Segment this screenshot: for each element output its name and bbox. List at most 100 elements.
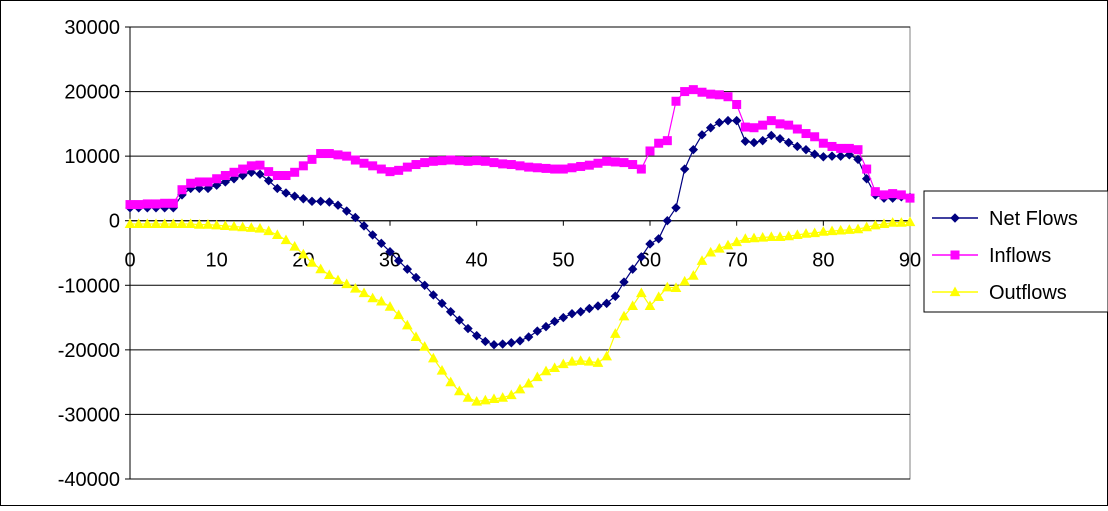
- data-point-inflows: [749, 123, 759, 133]
- data-point-inflows: [498, 159, 508, 169]
- legend-item-net-flows: Net Flows: [932, 208, 1078, 230]
- x-tick-label: 40: [466, 250, 488, 272]
- data-point-inflows: [524, 162, 534, 172]
- data-point-outflows: [237, 221, 249, 232]
- x-tick-label: 50: [552, 250, 574, 272]
- data-point-inflows: [619, 158, 629, 168]
- data-point-inflows: [662, 136, 672, 146]
- data-point-outflows: [358, 287, 370, 298]
- legend-label: Net Flows: [989, 208, 1078, 230]
- data-point-inflows: [212, 174, 222, 184]
- data-point-net-flows: [463, 323, 473, 334]
- data-point-net-flows: [419, 280, 430, 290]
- data-point-inflows: [801, 129, 811, 139]
- data-point-inflows: [428, 156, 438, 166]
- y-tick-label: 20000: [64, 82, 120, 104]
- data-point-net-flows: [437, 298, 447, 309]
- data-point-inflows: [810, 132, 820, 142]
- data-point-outflows: [627, 300, 639, 311]
- data-point-inflows: [879, 190, 889, 200]
- data-point-inflows: [307, 154, 317, 164]
- data-point-inflows: [480, 156, 490, 166]
- data-point-net-flows: [697, 130, 707, 140]
- data-point-inflows: [489, 158, 499, 168]
- data-point-outflows: [219, 220, 231, 230]
- data-point-inflows: [342, 151, 352, 161]
- data-point-outflows: [557, 358, 569, 369]
- data-point-inflows: [281, 171, 291, 181]
- data-point-inflows: [550, 164, 560, 174]
- data-point-outflows: [410, 331, 422, 342]
- data-point-net-flows: [567, 308, 577, 319]
- data-point-outflows: [427, 352, 439, 363]
- data-point-inflows: [836, 143, 846, 153]
- data-point-outflows: [679, 275, 691, 286]
- data-point-outflows: [765, 231, 777, 241]
- data-point-net-flows: [671, 203, 681, 213]
- data-point-inflows: [177, 185, 187, 195]
- data-point-outflows: [228, 220, 240, 231]
- data-point-net-flows: [584, 303, 595, 314]
- data-point-net-flows: [324, 197, 335, 207]
- data-point-inflows: [862, 164, 872, 174]
- data-point-outflows: [861, 221, 873, 232]
- data-point-outflows: [748, 232, 760, 243]
- data-point-net-flows: [549, 316, 560, 327]
- data-point-inflows: [160, 198, 170, 208]
- data-point-inflows: [333, 150, 343, 160]
- data-point-outflows: [774, 231, 786, 241]
- data-point-outflows: [835, 224, 847, 235]
- data-point-net-flows: [645, 239, 655, 249]
- data-point-outflows: [514, 383, 526, 394]
- data-point-outflows: [661, 281, 673, 292]
- data-point-outflows: [254, 222, 266, 233]
- data-point-outflows: [843, 224, 855, 234]
- series-layer: [124, 85, 916, 406]
- data-point-inflows: [272, 171, 282, 181]
- data-point-net-flows: [454, 315, 465, 325]
- data-point-outflows: [757, 231, 769, 242]
- data-point-net-flows: [593, 301, 603, 311]
- data-point-net-flows: [445, 307, 456, 317]
- data-point-outflows: [471, 395, 483, 406]
- data-point-net-flows: [298, 194, 309, 204]
- data-point-inflows: [680, 87, 690, 97]
- legend: Net Flows Inflows Outflows: [923, 190, 1108, 313]
- data-point-outflows: [453, 385, 465, 396]
- data-point-inflows: [255, 160, 265, 170]
- data-point-outflows: [479, 394, 491, 405]
- data-point-net-flows: [541, 321, 551, 332]
- data-point-outflows: [367, 292, 379, 303]
- data-point-net-flows: [714, 117, 725, 128]
- data-point-net-flows: [601, 298, 612, 309]
- data-point-net-flows: [333, 200, 343, 210]
- data-point-net-flows: [315, 196, 326, 207]
- data-point-inflows: [584, 160, 594, 170]
- data-point-net-flows: [376, 238, 387, 249]
- data-point-inflows: [194, 177, 204, 187]
- y-tick-label: 0: [109, 211, 120, 233]
- data-point-inflows: [818, 138, 828, 148]
- data-point-inflows: [402, 162, 412, 172]
- data-point-net-flows: [523, 332, 534, 342]
- x-tick-label: 60: [639, 250, 661, 272]
- data-point-outflows: [670, 282, 682, 292]
- data-point-inflows: [602, 156, 612, 166]
- data-point-outflows: [271, 229, 283, 240]
- data-point-net-flows: [731, 115, 742, 126]
- series-outflows: [124, 216, 916, 406]
- data-point-inflows: [558, 164, 568, 174]
- data-point-outflows: [566, 355, 578, 366]
- data-point-inflows: [437, 156, 447, 166]
- data-point-net-flows: [402, 264, 413, 274]
- data-point-outflows: [895, 217, 907, 227]
- data-point-net-flows: [766, 130, 777, 141]
- data-point-net-flows: [497, 339, 508, 349]
- data-point-outflows: [315, 263, 327, 274]
- data-point-outflows: [297, 248, 309, 259]
- data-point-outflows: [904, 216, 916, 227]
- data-point-net-flows: [263, 175, 274, 186]
- data-point-inflows: [151, 199, 161, 209]
- data-point-outflows: [852, 223, 864, 234]
